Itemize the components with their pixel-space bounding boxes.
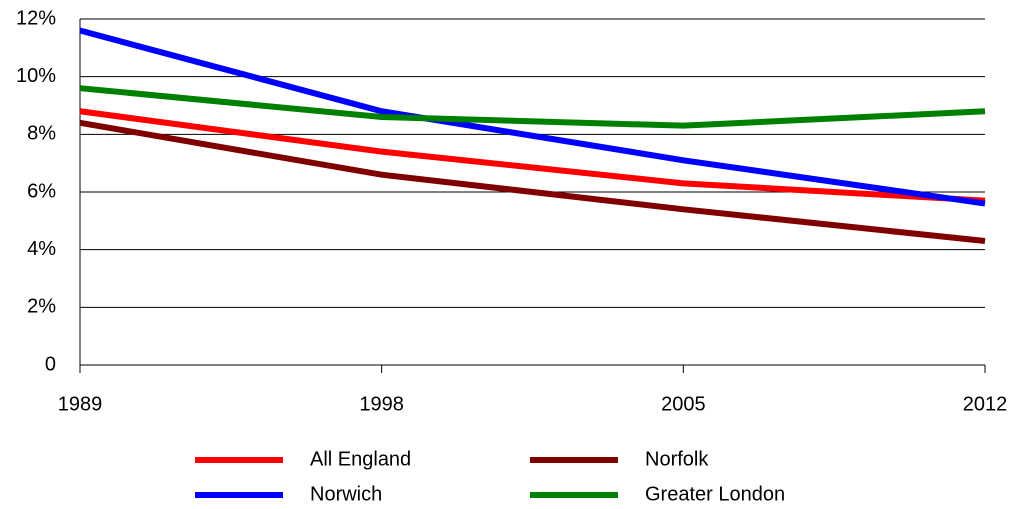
x-tick-label: 1989: [58, 393, 103, 415]
legend-label: Greater London: [645, 483, 785, 505]
series-line: [79, 108, 986, 204]
x-tick-label: 2005: [661, 393, 706, 415]
series-line: [79, 27, 986, 207]
series-line: [79, 119, 986, 245]
y-tick-label: 0: [45, 353, 56, 375]
legend-label: Norfolk: [645, 448, 709, 470]
series-line: [79, 85, 986, 129]
y-tick-label: 6%: [27, 180, 56, 202]
x-tick-label: 1998: [359, 393, 404, 415]
y-tick-label: 12%: [16, 7, 56, 29]
x-tick-label: 2012: [963, 393, 1008, 415]
y-tick-label: 2%: [27, 296, 56, 318]
y-tick-label: 4%: [27, 238, 56, 260]
y-tick-label: 8%: [27, 123, 56, 145]
legend-label: Norwich: [310, 483, 382, 505]
y-tick-label: 10%: [16, 65, 56, 87]
legend-label: All England: [310, 448, 411, 470]
